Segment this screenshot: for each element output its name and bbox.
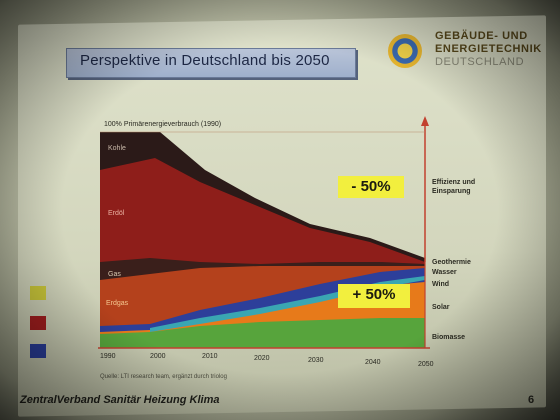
x-tick-2010: 2010 — [202, 353, 218, 360]
label-wasser: Wasser — [432, 269, 457, 276]
legend-red-square — [30, 316, 46, 330]
x-tick-2040: 2040 — [365, 359, 381, 366]
label-wind: Wind — [432, 281, 450, 288]
right-axis-arrow — [421, 116, 429, 126]
x-tick-2020: 2020 — [254, 355, 270, 362]
label-effizienz: Effizienz und Einsparung — [432, 179, 476, 195]
label-gas: Gas — [108, 271, 121, 278]
label-kohle: Kohle — [108, 145, 126, 152]
label-geothermie: Geothermie — [432, 259, 471, 266]
legend-blue-square — [30, 344, 46, 358]
footer-organization: ZentralVerband Sanitär Heizung Klima — [20, 394, 220, 406]
label-erdgas: Erdgas — [106, 300, 129, 307]
source-note: Quelle: LTI research team, ergänzt durch… — [100, 374, 227, 380]
legend-yellow-square — [30, 286, 46, 300]
callout-minus-50: - 50% — [338, 176, 404, 198]
x-tick-2000: 2000 — [150, 353, 166, 360]
x-tick-2030: 2030 — [308, 357, 324, 364]
page-number: 6 — [528, 394, 535, 406]
label-erdoel: Erdöl — [108, 210, 125, 217]
label-biomasse: Biomasse — [432, 334, 466, 341]
x-tick-2050: 2050 — [418, 361, 434, 368]
callout-plus-50: + 50% — [338, 284, 410, 308]
label-solar: Solar — [432, 304, 450, 311]
x-tick-1990: 1990 — [100, 353, 116, 360]
